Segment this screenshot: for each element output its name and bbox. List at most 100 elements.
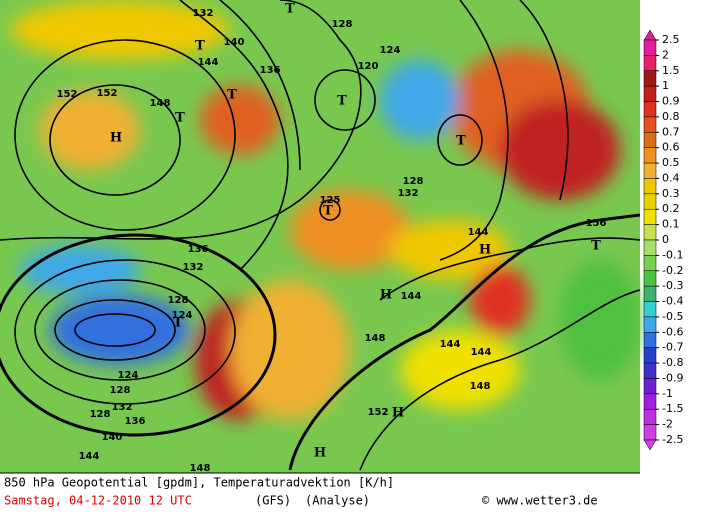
pressure-center-label: T xyxy=(323,204,333,219)
contour-label: 144 xyxy=(401,291,422,302)
contour-label: 128 xyxy=(403,176,424,187)
colorbar-segment xyxy=(643,332,657,348)
contour-label: 136 xyxy=(188,244,209,255)
contour-label: 128 xyxy=(332,19,353,30)
colorbar-label: 1.5 xyxy=(662,64,680,77)
pressure-center-label: T xyxy=(591,239,601,254)
colorbar-segment xyxy=(643,285,657,302)
colorbar-label: 0.3 xyxy=(662,187,680,200)
contour-label: 132 xyxy=(398,188,419,199)
pressure-center-label: H xyxy=(110,131,122,146)
colorbar-segment xyxy=(643,301,657,318)
contour-label: 124 xyxy=(172,310,193,321)
colorbar-label: 0.6 xyxy=(662,141,680,154)
colorbar-label: -0.2 xyxy=(662,264,683,277)
colorbar-segment xyxy=(643,178,657,195)
colorbar-segment xyxy=(643,408,657,425)
colorbar-segment xyxy=(643,347,657,364)
colorbar-label: 0.4 xyxy=(662,171,680,184)
colorbar-segment xyxy=(643,378,657,395)
colorbar-label: -1.5 xyxy=(662,402,683,415)
colorbar-label: 0.9 xyxy=(662,95,680,108)
colorbar-label: 2.5 xyxy=(662,33,680,46)
colorbar-label: -0.7 xyxy=(662,341,683,354)
contour-label: 128 xyxy=(168,295,189,306)
pressure-center-label: T xyxy=(195,39,205,54)
colorbar-label: -1 xyxy=(662,387,673,400)
colorbar-label: 0.5 xyxy=(662,156,680,169)
colorbar-label: 0 xyxy=(662,233,669,246)
contour-label: 144 xyxy=(198,57,219,68)
colorbar-segment xyxy=(643,239,657,256)
pressure-center-label: T xyxy=(173,316,183,331)
colorbar-label: -0.8 xyxy=(662,356,683,369)
colorbar-segment xyxy=(643,224,657,241)
colorbar-label: -0.5 xyxy=(662,310,683,323)
contour-label: 144 xyxy=(468,227,489,238)
pressure-center-label: H xyxy=(314,446,326,461)
colorbar-segment xyxy=(643,85,657,102)
colorbar-segment xyxy=(643,147,657,164)
contour-label: 152 xyxy=(57,89,78,100)
contour-label: 136 xyxy=(260,65,281,76)
colorbar-arrow-bottom xyxy=(643,439,657,451)
colorbar-segment xyxy=(643,39,657,56)
pressure-center-label: T xyxy=(227,88,237,103)
colorbar-segment xyxy=(643,393,657,410)
colorbar-segment xyxy=(643,162,657,179)
contour-label: 144 xyxy=(440,339,461,350)
geopotential-contours xyxy=(0,0,641,471)
colorbar-label: -2 xyxy=(662,418,673,431)
pressure-center-label: H xyxy=(392,406,404,421)
contour-label: 132 xyxy=(193,8,214,19)
contour-label: 132 xyxy=(183,262,204,273)
colorbar-segment xyxy=(643,255,657,272)
colorbar-segment xyxy=(643,316,657,333)
contour-label: 124 xyxy=(380,45,401,56)
footer-kind: (Analyse) xyxy=(305,494,370,508)
contour-label: 136 xyxy=(125,416,146,427)
footer-date: Samstag, 04-12-2010 12 UTC xyxy=(4,494,192,508)
colorbar-segment xyxy=(643,132,657,148)
contour-label: 144 xyxy=(471,347,492,358)
contour-label: 128 xyxy=(110,385,131,396)
contour-label: 148 xyxy=(150,98,171,109)
pressure-center-label: T xyxy=(456,134,466,149)
footer-credit: © www.wetter3.de xyxy=(482,494,598,508)
colorbar-segment xyxy=(643,362,657,379)
contour-label: 152 xyxy=(368,407,389,418)
contour-label: 156 xyxy=(586,218,607,229)
map xyxy=(0,0,641,473)
colorbar-segment xyxy=(643,424,657,441)
contour-label: 140 xyxy=(102,432,123,443)
colorbar-segment xyxy=(643,208,657,225)
colorbar-segment xyxy=(643,116,657,133)
contour-label: 125 xyxy=(320,195,341,206)
pressure-center-label: H xyxy=(380,288,392,303)
contour-label: 148 xyxy=(190,463,211,474)
contour-label: 148 xyxy=(365,333,386,344)
advection-field xyxy=(10,0,640,420)
contour-label: 132 xyxy=(112,402,133,413)
colorbar-label: -2.5 xyxy=(662,433,683,446)
colorbar-label: -0.9 xyxy=(662,371,683,384)
footer-panel xyxy=(0,473,640,513)
contour-label: 128 xyxy=(90,409,111,420)
pressure-center-label: H xyxy=(479,243,491,258)
colorbar-segment xyxy=(643,70,657,87)
colorbar-label: 0.7 xyxy=(662,125,680,138)
colorbar-label: -0.1 xyxy=(662,248,683,261)
colorbar-label: 0.1 xyxy=(662,218,680,231)
colorbar-segment xyxy=(643,55,657,72)
colorbar-label: -0.6 xyxy=(662,325,683,338)
contour-label: 120 xyxy=(358,61,379,72)
pressure-center-label: T xyxy=(337,94,347,109)
contour-label: 152 xyxy=(97,88,118,99)
pressure-center-label: T xyxy=(285,2,295,17)
colorbar-label: 0.8 xyxy=(662,110,680,123)
colorbar-label: 2 xyxy=(662,48,669,61)
colorbar-label: 0.2 xyxy=(662,202,680,215)
colorbar-segment xyxy=(643,101,657,118)
contour-label: 140 xyxy=(224,37,245,48)
